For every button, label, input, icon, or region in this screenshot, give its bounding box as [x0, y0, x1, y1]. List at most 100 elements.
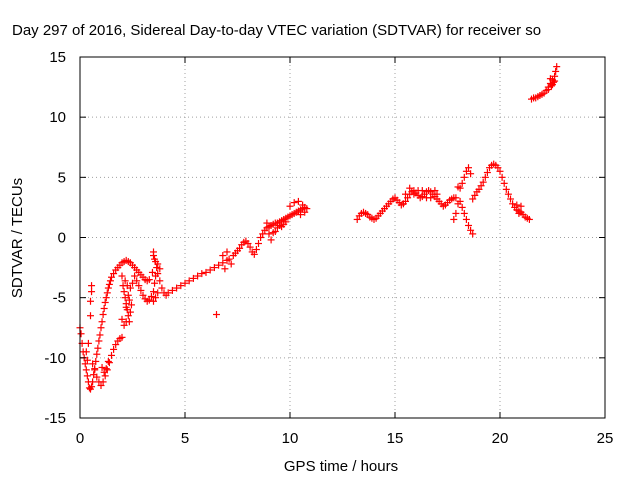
data-point	[225, 255, 233, 263]
data-point	[173, 284, 181, 292]
x-axis-label: GPS time / hours	[284, 458, 398, 475]
data-point	[250, 250, 258, 258]
data-point	[404, 194, 412, 202]
data-point	[82, 348, 90, 356]
data-point	[104, 284, 112, 292]
data-point	[93, 373, 101, 381]
data-point	[286, 202, 294, 210]
data-point	[452, 209, 460, 217]
data-point	[156, 265, 164, 273]
data-point	[290, 199, 298, 207]
y-axis-label: SDTVAR / TECUs	[9, 178, 26, 298]
data-point	[88, 383, 96, 391]
x-tick-labels: 0 5 10 15 20 25	[76, 430, 614, 447]
data-point	[106, 277, 114, 285]
data-point	[227, 260, 235, 268]
data-point	[91, 366, 99, 374]
data-point	[458, 203, 466, 211]
data-point	[83, 372, 91, 380]
data-point	[137, 286, 145, 294]
data-point	[122, 303, 130, 311]
data-point	[259, 230, 267, 238]
data-point	[431, 187, 439, 195]
data-point	[154, 270, 162, 278]
data-point	[460, 209, 468, 217]
data-point	[418, 187, 426, 195]
data-point	[303, 205, 311, 213]
data-point	[151, 279, 159, 287]
data-point	[156, 277, 164, 285]
data-point	[105, 359, 113, 367]
data-point	[88, 282, 96, 290]
x-tick-label: 5	[181, 430, 189, 447]
data-point	[99, 311, 107, 319]
y-tick-label: 0	[58, 230, 66, 247]
data-point	[460, 173, 468, 181]
data-point	[177, 282, 185, 290]
data-point	[267, 236, 275, 244]
data-point	[131, 272, 139, 280]
data-point	[118, 315, 126, 323]
data-point	[236, 244, 244, 252]
data-point	[353, 215, 361, 223]
data-point	[255, 240, 262, 248]
data-point	[477, 182, 485, 190]
data-point	[297, 211, 304, 219]
data-point	[469, 195, 477, 203]
data-point	[500, 179, 508, 187]
x-tick-label: 15	[387, 430, 404, 447]
data-point	[507, 195, 514, 203]
data-point	[525, 215, 533, 223]
data-point	[145, 276, 153, 284]
data-point	[257, 234, 265, 241]
data-point	[99, 378, 107, 386]
data-point	[552, 67, 560, 75]
data-point	[121, 277, 129, 285]
data-point	[462, 215, 470, 223]
data-point	[202, 268, 210, 276]
data-point	[475, 185, 483, 193]
data-point	[494, 164, 502, 172]
data-point	[515, 209, 523, 217]
data-point	[150, 288, 157, 296]
data-point	[544, 85, 552, 93]
data-point	[282, 218, 290, 226]
data-point	[81, 360, 89, 368]
data-point	[118, 272, 126, 280]
data-point	[219, 259, 227, 267]
data-point	[152, 294, 160, 302]
data-points	[76, 63, 561, 393]
data-point	[98, 318, 106, 326]
data-point	[108, 351, 115, 359]
data-point	[465, 164, 472, 172]
data-point	[89, 378, 97, 386]
data-point	[124, 312, 132, 320]
data-point	[101, 372, 109, 380]
data-point	[271, 227, 279, 235]
data-point	[483, 169, 491, 177]
data-point	[94, 344, 102, 352]
data-point	[433, 190, 441, 198]
data-point	[194, 272, 202, 280]
x-tick-label: 25	[597, 430, 614, 447]
data-point	[97, 382, 105, 390]
data-point	[98, 363, 106, 371]
data-point	[553, 63, 561, 71]
data-point	[154, 289, 162, 297]
data-point	[513, 201, 521, 209]
data-point	[102, 365, 110, 373]
data-point	[244, 240, 252, 248]
data-point	[465, 221, 472, 229]
data-point	[82, 366, 90, 374]
data-point	[458, 179, 466, 187]
data-point	[89, 360, 97, 368]
data-point	[517, 202, 525, 210]
data-point	[123, 282, 131, 290]
data-point	[498, 173, 506, 181]
data-point	[402, 197, 409, 205]
data-point	[462, 167, 470, 175]
data-point	[108, 273, 115, 281]
data-point	[124, 291, 132, 299]
data-point	[410, 190, 418, 198]
data-point	[546, 75, 554, 83]
